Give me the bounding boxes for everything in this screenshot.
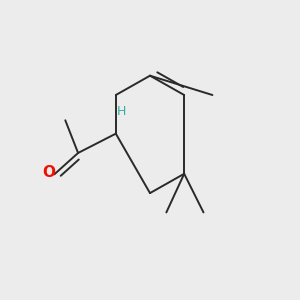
Text: O: O (42, 165, 56, 180)
Text: H: H (117, 105, 127, 118)
